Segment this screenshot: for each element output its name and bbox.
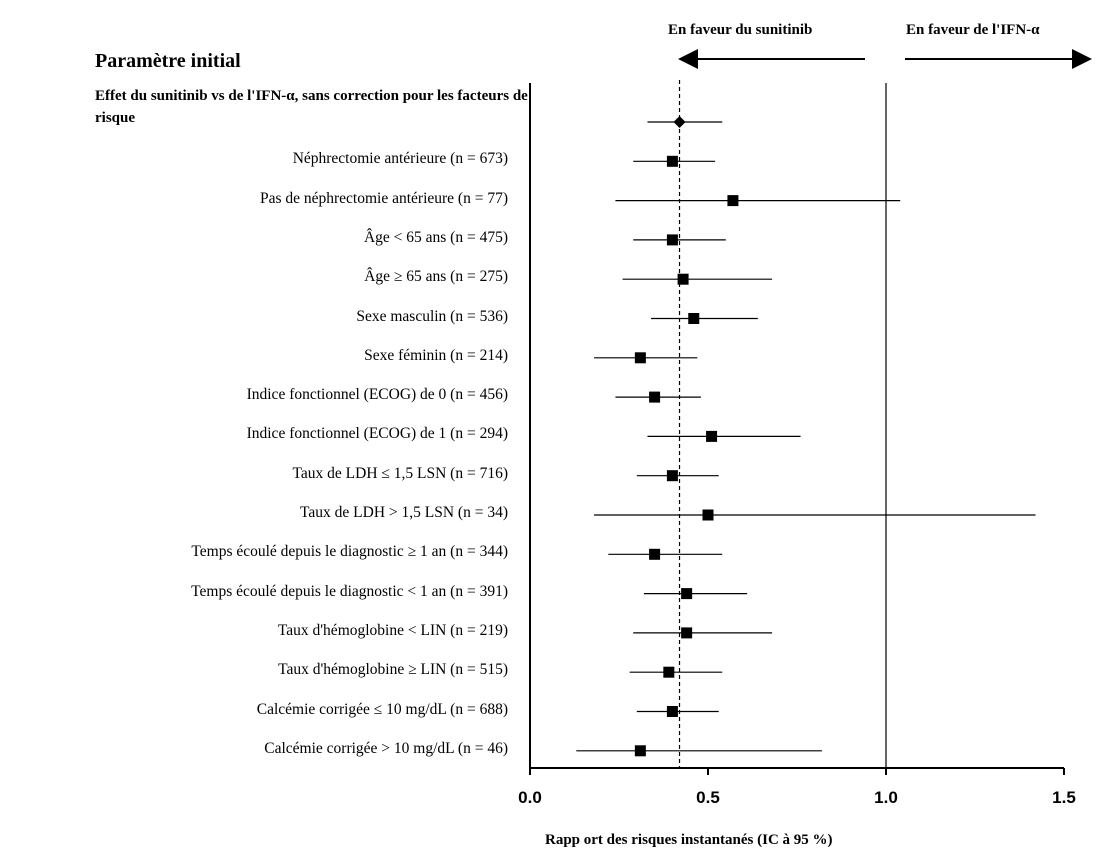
- row-label-10: Taux de LDH > 1,5 LSN (n = 34): [300, 504, 508, 521]
- row-label-4: Âge ≥ 65 ans (n = 275): [364, 268, 508, 286]
- row-label-14: Taux d'hémoglobine ≥ LIN (n = 515): [278, 661, 508, 679]
- row-label-7: Indice fonctionnel (ECOG) de 0 (n = 456): [246, 386, 508, 404]
- hr-marker-6: [634, 352, 646, 364]
- row-label-15: Calcémie corrigée ≤ 10 mg/dL (n = 688): [256, 700, 508, 718]
- row-label-8: Indice fonctionnel (ECOG) de 1 (n = 294): [246, 425, 508, 443]
- hr-marker-5: [688, 313, 700, 324]
- row-label-6: Sexe féminin (n = 214): [364, 346, 508, 364]
- row-label-2: Pas de néphrectomie antérieure (n = 77): [259, 189, 508, 207]
- chart-marks: [576, 116, 1036, 757]
- favors-ifn-label: En faveur de l'IFN-α: [906, 22, 1040, 38]
- overall-estimate-diamond: [673, 116, 686, 128]
- row-label-3: Âge < 65 ans (n = 475): [363, 228, 508, 246]
- x-axis-label: Rapp ort des risques instantanés (IC à 9…: [545, 832, 833, 848]
- hr-marker-11: [649, 548, 661, 560]
- baseline-parameter-header: Paramètre initial: [95, 50, 241, 72]
- favors-sunitinib-label: En faveur du sunitinib: [668, 22, 813, 38]
- hr-marker-9: [666, 470, 678, 482]
- hr-marker-3: [666, 234, 678, 246]
- hr-marker-15: [666, 706, 678, 717]
- hr-marker-7: [649, 391, 661, 403]
- x-tick-label-3: 1.5: [1052, 788, 1076, 807]
- overall-effect-label: Effet du sunitinib vs de l'IFN-α, sans c…: [95, 88, 528, 126]
- x-tick-label-0: 0.0: [518, 788, 542, 807]
- hr-marker-13: [681, 627, 693, 639]
- hr-marker-2: [727, 195, 739, 207]
- x-tick-label-2: 1.0: [874, 788, 898, 807]
- hr-marker-16: [634, 745, 646, 757]
- hr-marker-12: [681, 588, 693, 600]
- row-label-16: Calcémie corrigée > 10 mg/dL (n = 46): [264, 739, 508, 757]
- row-label-13: Taux d'hémoglobine < LIN (n = 219): [277, 621, 508, 639]
- row-label-11: Temps écoulé depuis le diagnostic ≥ 1 an…: [191, 543, 508, 561]
- row-label-12: Temps écoulé depuis le diagnostic < 1 an…: [191, 582, 508, 600]
- row-label-5: Sexe masculin (n = 536): [356, 307, 508, 325]
- row-label-1: Néphrectomie antérieure (n = 673): [292, 150, 508, 168]
- x-tick-label-1: 0.5: [696, 788, 720, 807]
- hr-marker-1: [666, 155, 678, 167]
- hr-marker-4: [677, 273, 689, 285]
- axes: 0.0 0.5 1.0 1.5: [518, 80, 1076, 807]
- hr-marker-8: [706, 430, 718, 442]
- row-label-9: Taux de LDH ≤ 1,5 LSN (n = 716): [292, 464, 508, 482]
- hr-marker-10: [702, 509, 714, 521]
- hr-marker-14: [663, 666, 675, 678]
